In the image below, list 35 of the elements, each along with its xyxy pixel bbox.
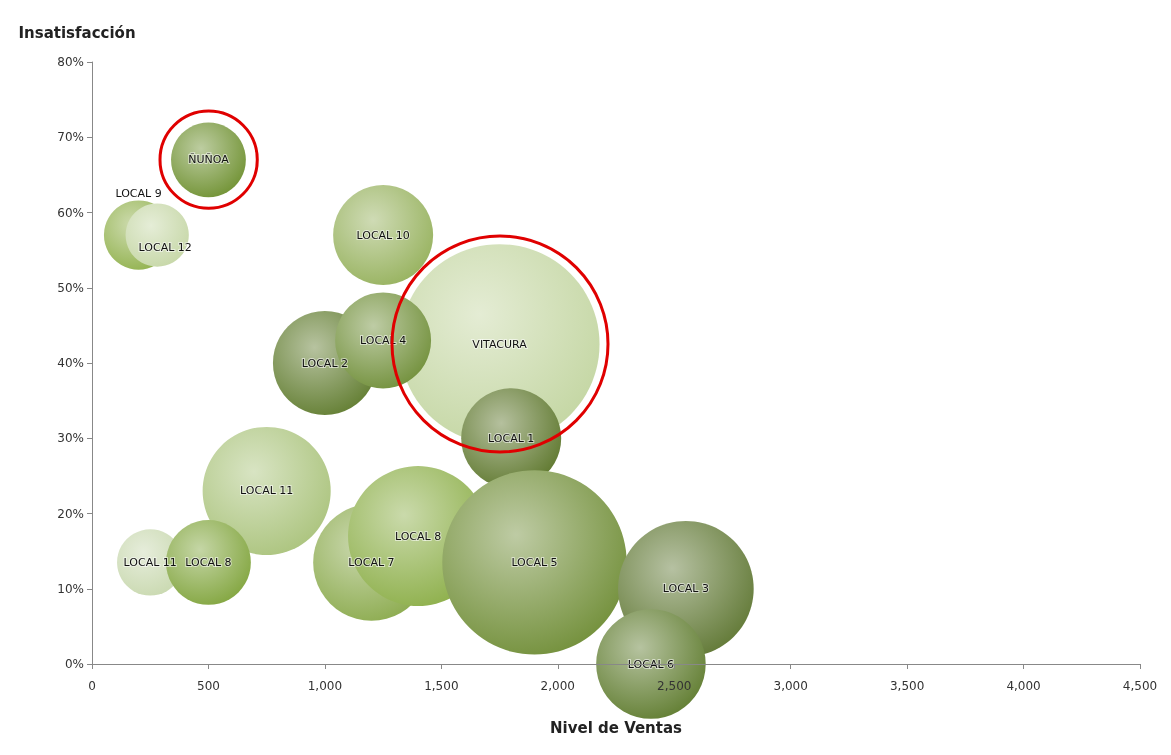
series-label: LOCAL 8 (185, 555, 232, 569)
x-tick-label: 2,500 (657, 679, 692, 693)
series-label: LOCAL 1 (488, 431, 535, 445)
series-label: LOCAL 9 (115, 187, 162, 201)
y-tick-label: 30% (57, 431, 84, 446)
series-label: VITACURA (472, 337, 528, 351)
x-tick-label: 2,000 (540, 679, 575, 693)
x-tick-label: 500 (196, 679, 220, 693)
y-tick-label: 60% (57, 205, 84, 220)
x-tick-label: 1,500 (424, 679, 459, 693)
series-label: LOCAL 2 (301, 356, 349, 370)
y-tick-label: 80% (57, 55, 84, 69)
x-axis-title: Nivel de Ventas (549, 718, 683, 737)
x-tick-label: 1,000 (307, 679, 343, 693)
series-label: LOCAL 8 (394, 529, 442, 543)
x-tick-label: 4,500 (1122, 679, 1158, 693)
y-tick-label: 10% (57, 581, 84, 596)
series-label: LOCAL 11 (123, 555, 177, 569)
series-label: LOCAL 3 (662, 582, 709, 596)
x-tick-label: 3,000 (773, 679, 808, 693)
x-tick-label: 3,500 (889, 679, 925, 693)
x-tick-label: 0 (88, 679, 96, 693)
y-tick-label: 50% (57, 280, 84, 295)
series-label: ÑUÑOA (188, 153, 230, 167)
series-label: LOCAL 10 (356, 228, 410, 242)
y-axis-title: Insatisfacción (18, 23, 136, 42)
series-label: LOCAL 11 (240, 484, 294, 498)
series-label: LOCAL 7 (348, 555, 395, 569)
x-tick-label: 4,000 (1006, 679, 1041, 693)
series-label: LOCAL 12 (138, 240, 192, 254)
y-tick-label: 40% (57, 356, 84, 370)
y-tick-label: 70% (57, 130, 84, 145)
series-label: LOCAL 5 (511, 555, 558, 569)
y-tick-label: 20% (57, 506, 84, 521)
y-tick-label: 0% (64, 657, 84, 671)
